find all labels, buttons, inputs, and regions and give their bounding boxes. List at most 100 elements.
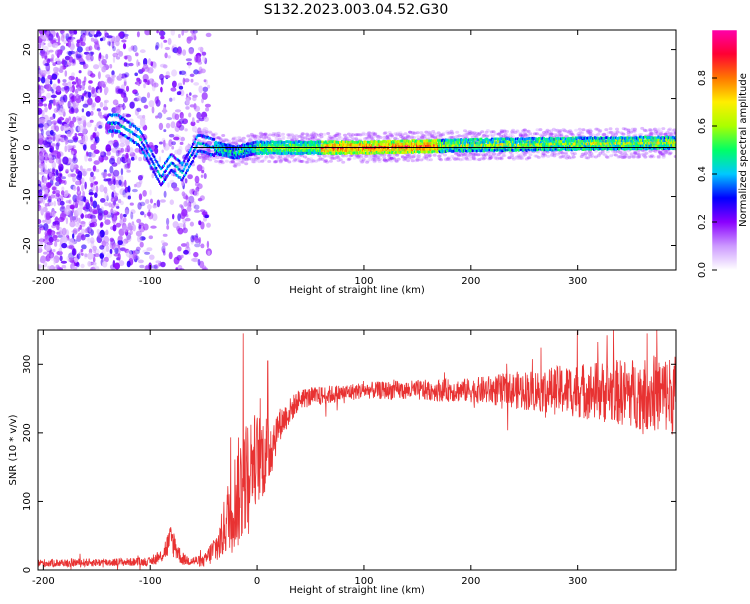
spectrogram-cell [46, 83, 52, 92]
spectrogram-cell [121, 39, 127, 43]
spectrogram-cell [75, 93, 81, 101]
spectrogram-cell [126, 144, 131, 153]
spectrogram-cell [91, 86, 95, 94]
spectrogram-cell [129, 101, 135, 109]
spectrogram-cell [61, 210, 66, 218]
spectrogram-cell [393, 136, 398, 140]
spectrogram-cell [370, 133, 375, 137]
spectrogram-cell [94, 94, 98, 98]
spectrogram-cell [71, 230, 78, 234]
spectrogram-cell [189, 221, 194, 227]
spectrogram-cell [204, 103, 211, 108]
spectrogram-cell [329, 154, 334, 158]
spectrogram-cell [124, 206, 130, 215]
spectrogram-cell [303, 155, 307, 159]
spectrogram-cell [55, 49, 61, 57]
spectrogram-cell [88, 45, 93, 51]
spectrogram-cell [46, 58, 51, 64]
spectrogram-cell [123, 105, 126, 109]
spectrogram-cell [158, 122, 164, 131]
spectrogram-cell [46, 30, 50, 36]
spectrogram-cell [193, 35, 197, 41]
spectrogram-cell [450, 154, 455, 158]
spectrogram-cell [153, 82, 159, 88]
spectrogram-cell [82, 134, 89, 143]
spectrogram-cell [64, 190, 69, 195]
spectrogram-cell [44, 155, 48, 164]
spectrogram-cell [451, 135, 456, 139]
spectrogram-cell [93, 160, 100, 165]
spectrogram-cell [147, 79, 150, 86]
spectrogram-cell [641, 152, 645, 156]
spectrogram-cell [41, 128, 44, 136]
spectrogram-cell [162, 106, 167, 115]
spectrogram-cell [38, 186, 41, 190]
spectrogram-cell [619, 151, 624, 154]
spectrogram-cell [449, 129, 454, 133]
spectrogram-cell [58, 178, 63, 183]
spectrogram-cell [394, 133, 399, 137]
spectrogram-cell [68, 257, 74, 263]
spectrogram-cell [118, 103, 124, 108]
spectrogram-cell [623, 127, 628, 131]
spectrogram-cell [44, 126, 48, 130]
spectrogram-cell [44, 106, 48, 113]
spectrogram-cell [553, 133, 558, 137]
spectrogram-cell [73, 257, 79, 263]
spectrogram-cell [103, 256, 109, 263]
spectrogram-cell [80, 248, 84, 253]
spectrogram-cell [145, 141, 148, 145]
spectrogram-cell [42, 206, 48, 213]
spectrogram-cell [107, 173, 112, 177]
spectrogram-cell [203, 116, 209, 122]
spectrogram-cell [167, 182, 170, 188]
spectrogram-cell [80, 234, 86, 241]
spectrogram-cell [361, 131, 366, 135]
spectrogram-cell [80, 220, 86, 228]
spectrogram-cell [38, 123, 44, 128]
spectrogram-cell [103, 99, 109, 104]
spectrogram-cell [42, 219, 46, 223]
spectrogram-cell [365, 160, 370, 164]
spectrogram-cell [352, 156, 357, 160]
spectrogram-cell [547, 130, 551, 133]
spectrogram-cell [38, 153, 44, 161]
spectrogram-cell [257, 137, 262, 140]
spectrogram-cell [142, 223, 149, 231]
spectrogram-cell [55, 169, 59, 176]
spectrogram-cell [411, 155, 416, 159]
spectrogram-cell [171, 145, 175, 150]
spectrogram-cell [189, 73, 195, 78]
spectrogram-cell [95, 168, 100, 173]
spectrogram-cell [124, 179, 127, 188]
spectrogram-cell [94, 136, 100, 144]
spectrogram-cell [631, 154, 636, 158]
spectrogram-cell [602, 153, 607, 157]
spectrogram-cell [97, 155, 102, 164]
spectrogram-cell [519, 133, 523, 137]
spectrogram-cell [38, 197, 42, 201]
spectrogram-cell [626, 133, 631, 137]
spectrogram-cell [208, 130, 212, 134]
spectrogram-cell [157, 112, 163, 119]
spectrogram-cell [150, 61, 154, 67]
spectrogram-cell [50, 254, 54, 261]
spectrogram-cell [182, 227, 188, 234]
spectrogram-cell [54, 194, 59, 200]
spectrogram-cell [76, 195, 80, 203]
spectrogram-cell [526, 129, 531, 133]
spectrogram-cell [60, 260, 67, 264]
spectrogram-cell [148, 100, 155, 108]
spectrogram-cell [161, 245, 166, 253]
spectrogram-cell [179, 141, 184, 145]
spectrogram-cell [171, 141, 177, 146]
spectrogram-cell [158, 30, 165, 37]
spectrogram-cell [66, 144, 73, 149]
spectrogram-cell [49, 173, 55, 181]
spectrogram-cell [249, 157, 254, 161]
spectrogram-cell [132, 188, 138, 193]
spectrogram-cell [311, 131, 316, 135]
spectrogram-cell [281, 132, 285, 136]
spectrogram-cell [213, 138, 215, 141]
spectrogram-cell [46, 136, 53, 141]
